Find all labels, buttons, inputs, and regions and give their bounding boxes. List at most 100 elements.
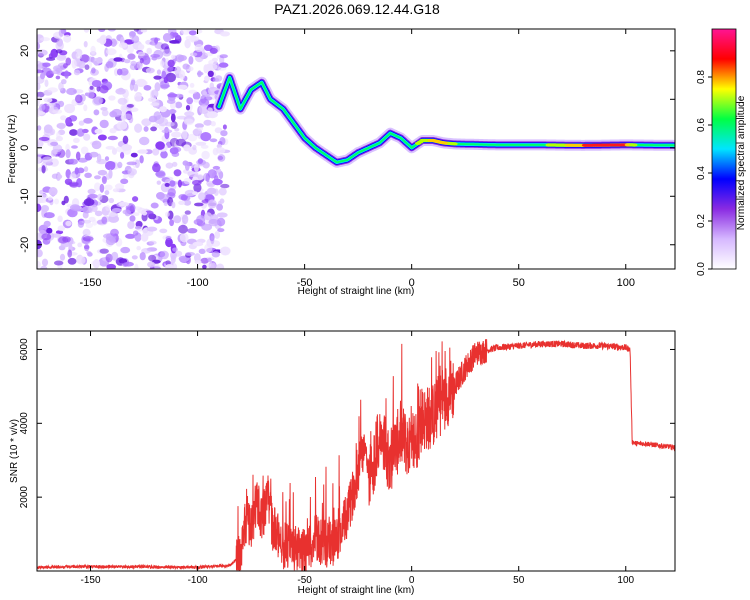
noise-speckle <box>197 126 203 131</box>
noise-speckle <box>94 210 103 217</box>
noise-speckle <box>134 263 139 269</box>
noise-speckle <box>205 173 210 183</box>
noise-speckle <box>194 259 202 265</box>
noise-speckle <box>184 161 190 171</box>
x-tick-label: 100 <box>617 277 635 289</box>
noise-speckle <box>132 230 139 236</box>
noise-speckle <box>152 163 161 173</box>
noise-speckle <box>165 72 176 83</box>
noise-speckle <box>149 41 158 46</box>
noise-speckle <box>65 57 72 66</box>
noise-speckle <box>73 137 80 143</box>
noise-speckle <box>192 179 202 186</box>
noise-speckle <box>76 255 86 265</box>
noise-speckle <box>219 137 226 146</box>
noise-speckle <box>37 109 41 118</box>
noise-speckle <box>58 82 64 92</box>
noise-speckle <box>118 87 124 92</box>
noise-speckle <box>194 202 204 207</box>
noise-speckle <box>178 200 186 205</box>
noise-speckle <box>222 249 228 255</box>
noise-speckle <box>105 173 111 180</box>
noise-speckle <box>169 219 175 227</box>
noise-speckle <box>155 171 166 177</box>
noise-speckle <box>200 132 212 142</box>
noise-speckle <box>188 30 197 36</box>
noise-speckle <box>47 87 58 93</box>
noise-speckle <box>188 56 194 65</box>
noise-speckle <box>191 36 200 42</box>
noise-speckle <box>104 184 113 191</box>
noise-speckle <box>183 144 191 152</box>
noise-speckle <box>218 62 229 68</box>
noise-speckle <box>129 81 134 91</box>
noise-speckle <box>37 42 41 50</box>
noise-speckle <box>89 151 99 158</box>
noise-speckle <box>195 141 207 146</box>
noise-speckle <box>151 89 159 99</box>
colorbar-gradient <box>711 28 737 270</box>
noise-speckle <box>215 147 226 154</box>
spectrogram-image <box>37 29 675 269</box>
noise-speckle <box>170 113 176 123</box>
noise-speckle <box>165 211 170 217</box>
colorbar-tick-label: 0.0 <box>696 262 707 276</box>
noise-speckle <box>199 104 209 114</box>
noise-speckle <box>114 68 119 77</box>
noise-speckle <box>105 253 113 263</box>
noise-speckle <box>68 240 76 245</box>
noise-speckle <box>201 150 210 160</box>
spectrogram-x-axis: -150 -100 -50 0 50 100 <box>80 29 635 289</box>
noise-speckle <box>76 128 85 137</box>
noise-speckle <box>121 144 133 151</box>
noise-speckle <box>55 230 64 235</box>
noise-speckle <box>82 228 91 237</box>
noise-speckle <box>197 158 203 165</box>
noise-speckle <box>68 158 78 165</box>
noise-speckle <box>64 70 69 79</box>
spectrogram-frame <box>36 28 676 270</box>
noise-speckle <box>71 59 77 69</box>
noise-speckle <box>126 44 134 54</box>
noise-speckle <box>147 97 157 102</box>
noise-speckle <box>91 204 98 213</box>
noise-speckle <box>208 63 218 70</box>
noise-speckle <box>194 44 204 52</box>
noise-speckle <box>183 199 192 206</box>
noise-speckle <box>210 262 216 269</box>
noise-speckle <box>49 70 61 74</box>
noise-speckle <box>122 135 129 144</box>
noise-speckle <box>77 167 85 174</box>
noise-speckle <box>122 209 131 215</box>
noise-speckle <box>139 136 150 146</box>
noise-speckle <box>136 245 141 251</box>
noise-speckle <box>54 260 64 266</box>
noise-speckle <box>52 109 63 114</box>
noise-speckle <box>150 202 159 209</box>
noise-speckle <box>108 197 115 204</box>
noise-speckle <box>130 152 138 158</box>
noise-speckle <box>110 38 117 47</box>
noise-speckle <box>167 59 175 68</box>
noise-speckle <box>147 261 156 268</box>
noise-speckle <box>106 263 116 269</box>
noise-speckle <box>168 109 177 114</box>
noise-speckle <box>216 263 225 269</box>
noise-speckle <box>79 54 90 63</box>
noise-speckle <box>220 130 228 137</box>
noise-speckle <box>137 43 145 51</box>
noise-speckle <box>93 109 100 116</box>
noise-speckle <box>156 180 161 185</box>
noise-speckle <box>184 210 191 215</box>
noise-speckle <box>167 188 176 197</box>
noise-speckle <box>207 70 214 78</box>
colorbar: 0.0 0.2 0.4 0.6 0.8 Normalized spectral ampl… <box>696 28 747 276</box>
noise-speckle <box>139 155 144 164</box>
noise-speckle <box>159 250 169 260</box>
noise-speckle <box>212 165 221 170</box>
noise-speckle <box>177 179 182 188</box>
noise-speckle <box>194 123 204 129</box>
snr-series-line <box>37 339 675 571</box>
noise-speckle <box>83 117 93 124</box>
noise-speckle <box>188 89 198 94</box>
